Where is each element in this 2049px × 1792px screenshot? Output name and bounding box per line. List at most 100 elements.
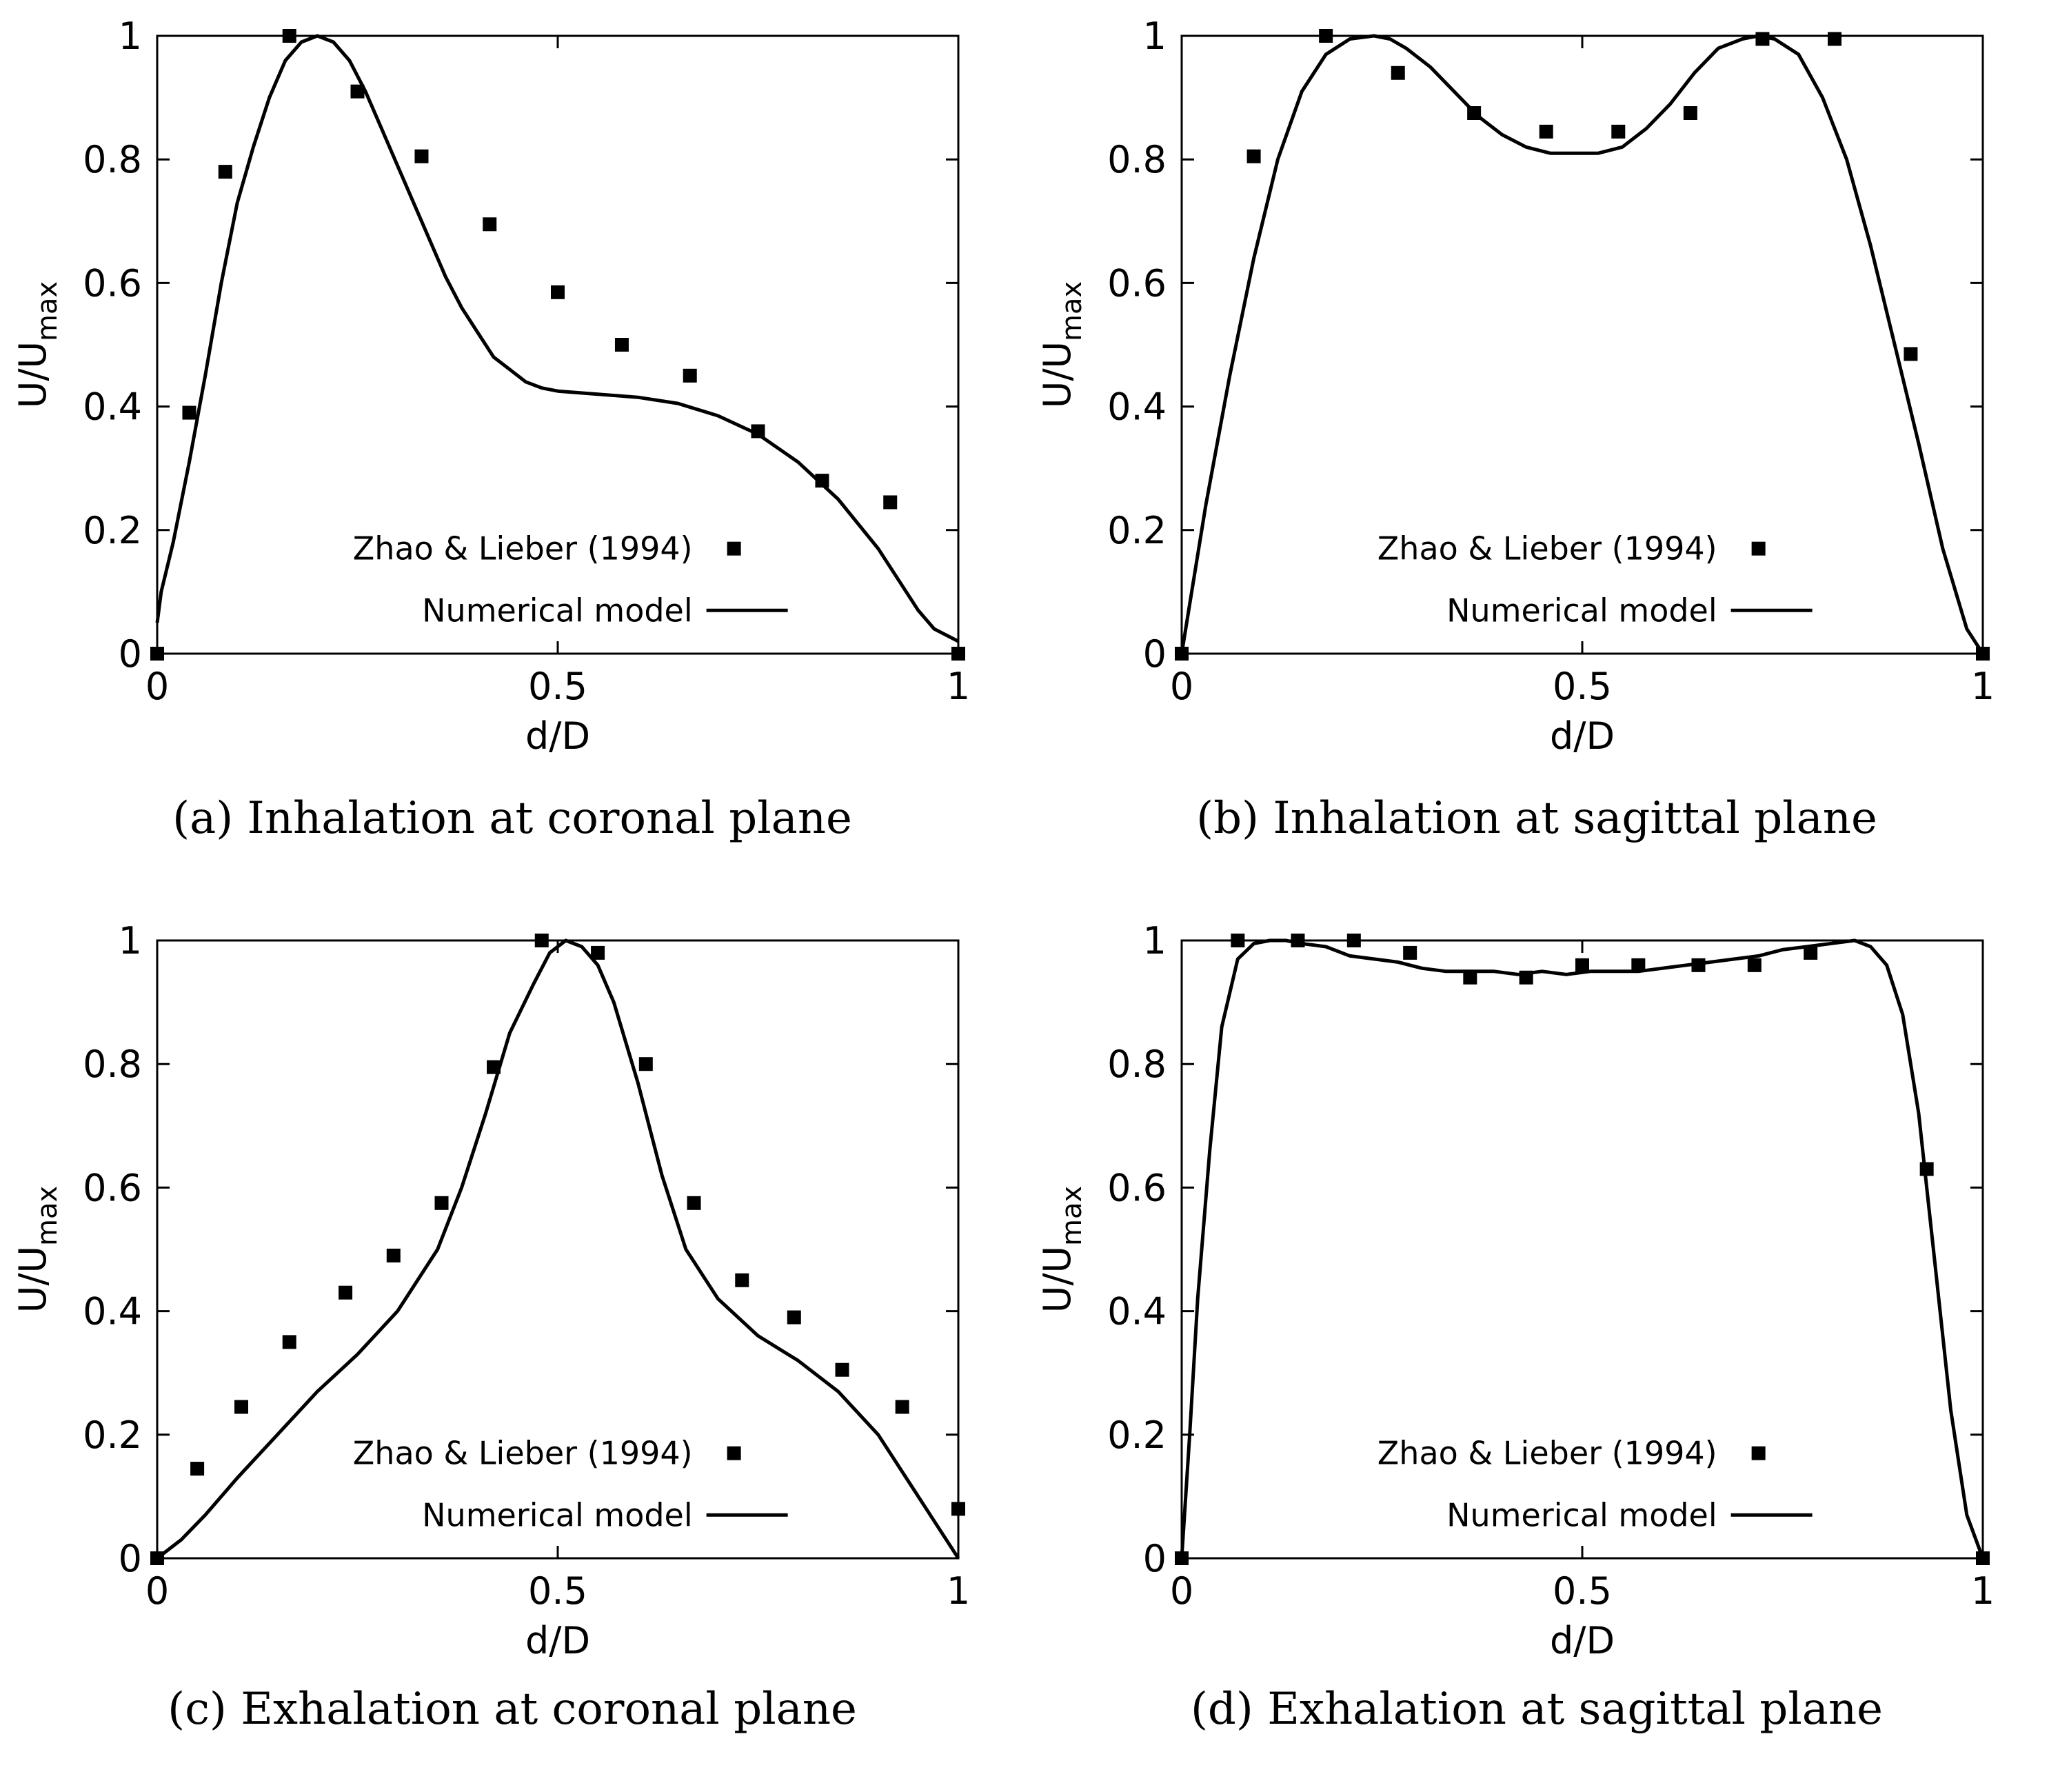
data-point-marker	[487, 1060, 501, 1074]
caption-d: (d) Exhalation at sagittal plane	[1190, 1684, 1884, 1735]
caption-c: (c) Exhalation at coronal plane	[168, 1684, 857, 1735]
x-tick-label: 1	[1971, 665, 1995, 708]
legend-marker	[727, 541, 741, 556]
data-point-marker	[1246, 149, 1261, 163]
data-point-marker	[1904, 347, 1918, 361]
y-tick-label: 1	[1143, 919, 1167, 963]
data-point-marker	[1683, 106, 1697, 120]
data-point-marker	[551, 285, 565, 299]
data-point-marker	[883, 495, 898, 510]
data-point-marker	[614, 338, 629, 352]
y-tick-label: 1	[119, 14, 142, 58]
y-tick-label: 0.8	[1107, 138, 1167, 181]
y-tick-label: 0.4	[1107, 1290, 1167, 1333]
data-point-marker	[1919, 1162, 1934, 1176]
data-point-marker	[182, 405, 196, 420]
data-point-marker	[218, 165, 232, 179]
y-tick-label: 0.2	[1107, 509, 1167, 552]
data-point-marker	[895, 1400, 909, 1414]
y-tick-label: 0.4	[83, 385, 142, 429]
legend-marker	[1751, 1446, 1766, 1460]
series-line-numerical-model	[156, 938, 960, 1560]
y-axis-title: U/Umax	[11, 281, 63, 408]
y-tick-label: 1	[1143, 14, 1167, 58]
data-point-marker	[1403, 945, 1417, 960]
y-tick-label: 0.2	[83, 1413, 142, 1457]
data-point-marker	[735, 1273, 749, 1287]
legend-label-markers: Zhao & Lieber (1994)	[1377, 1435, 1717, 1472]
x-tick-label: 1	[947, 1569, 970, 1613]
data-point-marker	[1828, 32, 1842, 46]
data-point-marker	[1575, 958, 1589, 972]
y-tick-label: 0	[119, 632, 142, 676]
data-point-marker	[638, 1057, 653, 1071]
chart-d: 0 0.2 0.4 0.6 0.8 1 0 0.5 1 d/D U/Umax Zhao & Liebe…	[1036, 919, 1995, 1662]
x-axis-title: d/D	[525, 714, 590, 758]
panel-b: 0 0.2 0.4 0.6 0.8 1 0 0.5 1 d/D U/Umax Zhao & Liebe…	[1024, 0, 2049, 887]
legend-label-line: Numerical model	[422, 592, 692, 629]
x-tick-label: 0	[1170, 665, 1193, 708]
y-axis-title: U/Umax	[1036, 281, 1088, 408]
data-point-marker	[190, 1462, 205, 1476]
legend-label-line: Numerical model	[1446, 592, 1717, 629]
x-tick-label: 0.5	[1553, 665, 1612, 708]
data-point-marker	[751, 424, 765, 439]
caption-b: (b) Inhalation at sagittal plane	[1196, 793, 1877, 844]
legend-marker	[727, 1446, 741, 1460]
y-tick-label: 0.8	[83, 138, 142, 181]
data-point-marker	[1519, 970, 1533, 985]
data-point-marker	[350, 84, 365, 99]
y-tick-label: 0	[119, 1537, 142, 1580]
data-point-marker	[1804, 945, 1818, 960]
chart-c: 0 0.2 0.4 0.6 0.8 1 0 0.5 1 d/D U/Umax Zhao & Liebe…	[11, 919, 970, 1662]
panel-d: 0 0.2 0.4 0.6 0.8 1 0 0.5 1 d/D U/Umax Zhao & Liebe…	[1024, 905, 2049, 1792]
legend-marker	[1751, 541, 1766, 556]
data-point-marker	[951, 647, 965, 661]
data-point-marker	[414, 149, 429, 163]
data-point-marker	[1291, 934, 1305, 947]
y-tick-label: 0.6	[83, 261, 142, 305]
caption-a: (a) Inhalation at coronal plane	[172, 793, 852, 844]
data-point-marker	[234, 1400, 249, 1414]
data-point-marker	[150, 1551, 164, 1565]
panel-c: 0 0.2 0.4 0.6 0.8 1 0 0.5 1 d/D U/Umax Zhao & Liebe…	[0, 905, 1024, 1792]
y-tick-label: 1	[119, 919, 142, 963]
chart-b: 0 0.2 0.4 0.6 0.8 1 0 0.5 1 d/D U/Umax Zhao & Liebe…	[1036, 14, 1995, 758]
y-tick-label: 0.8	[1107, 1043, 1167, 1086]
data-point-marker	[683, 368, 697, 383]
x-tick-label: 0	[145, 1569, 169, 1613]
data-point-marker	[282, 1335, 296, 1349]
y-tick-label: 0.4	[83, 1290, 142, 1333]
data-point-marker	[534, 934, 549, 947]
y-tick-label: 0.6	[1107, 1166, 1167, 1209]
data-point-marker	[787, 1310, 801, 1325]
x-tick-label: 1	[947, 665, 970, 708]
x-tick-label: 0.5	[1553, 1569, 1612, 1613]
data-point-marker	[434, 1196, 449, 1210]
y-tick-label: 0.2	[83, 509, 142, 552]
data-point-marker	[951, 1502, 965, 1516]
legend-label-markers: Zhao & Lieber (1994)	[1377, 530, 1717, 567]
data-point-marker	[1346, 934, 1361, 947]
series-line-numerical-model	[1180, 938, 1985, 1559]
data-point-marker	[687, 1196, 701, 1210]
y-tick-label: 0	[1143, 1537, 1167, 1580]
x-axis-title: d/D	[1550, 1619, 1615, 1662]
data-point-marker	[1976, 647, 1990, 661]
data-point-marker	[591, 945, 605, 960]
legend-label-line: Numerical model	[1446, 1496, 1717, 1533]
data-point-marker	[339, 1285, 353, 1300]
legend-label-markers: Zhao & Lieber (1994)	[353, 1435, 693, 1472]
data-point-marker	[1755, 32, 1770, 46]
y-axis-title: U/Umax	[11, 1186, 63, 1313]
legend-label-markers: Zhao & Lieber (1994)	[353, 530, 693, 567]
x-tick-label: 0.5	[528, 1569, 587, 1613]
chart-a: 0 0.2 0.4 0.6 0.8 1 0 0.5 1 d/D U/Umax Zhao & Liebe…	[11, 14, 970, 758]
y-tick-label: 0.6	[1107, 261, 1167, 305]
data-point-marker	[1319, 29, 1333, 43]
data-point-marker	[1976, 1551, 1990, 1565]
x-tick-label: 0	[145, 665, 169, 708]
data-point-marker	[815, 474, 829, 488]
data-point-marker	[483, 217, 497, 232]
x-tick-label: 0.5	[528, 665, 587, 708]
